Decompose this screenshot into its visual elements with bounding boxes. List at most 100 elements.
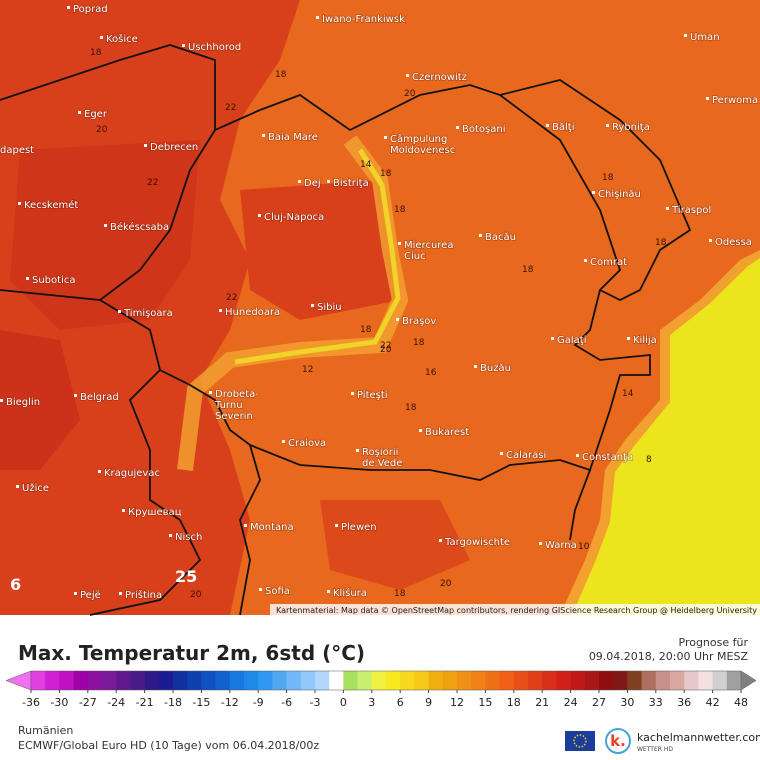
- model: ECMWF/Global Euro HD (10 Tage) vom 06.04…: [18, 739, 319, 752]
- city-marker: [74, 394, 77, 397]
- city-marker: [0, 399, 3, 402]
- city-marker: [479, 234, 482, 237]
- city-marker: [627, 337, 630, 340]
- legend-tick-label: -30: [50, 696, 68, 709]
- legend-cell: [45, 671, 60, 690]
- city-marker: [419, 429, 422, 432]
- legend-tick-label: 21: [535, 696, 549, 709]
- city-marker: [118, 310, 121, 313]
- city-label: Drobeta-: [215, 389, 259, 400]
- city-label: Warna: [545, 540, 577, 551]
- eu-flag: [565, 731, 595, 751]
- legend-cell: [59, 671, 74, 690]
- city-marker: [327, 180, 330, 183]
- isotherm-label: 18: [522, 265, 534, 275]
- city-label: Roşiorii: [362, 447, 398, 458]
- city-label: Baia Mare: [268, 132, 318, 143]
- legend-tick-label: 6: [397, 696, 404, 709]
- legend-cell: [315, 671, 330, 690]
- city-label: Kliśura: [333, 587, 367, 599]
- legend-cell: [229, 671, 245, 690]
- city-label: Hunedoara: [225, 307, 280, 318]
- legend-tick-label: -24: [107, 696, 125, 709]
- city-label: Galaţi: [557, 335, 586, 346]
- isotherm-label: 18: [380, 169, 392, 179]
- city-marker: [262, 134, 265, 137]
- isotherm-label: 18: [405, 403, 417, 413]
- legend-frame: [30, 670, 742, 691]
- legend-cell: [655, 671, 671, 690]
- city-marker: [500, 452, 503, 455]
- city-label: Braşov: [402, 316, 436, 327]
- legend-cell: [357, 671, 373, 690]
- city-marker: [244, 524, 247, 527]
- city-label: Iwano-Frankiwsk: [322, 14, 405, 25]
- legend-cell: [698, 671, 713, 690]
- city-label: Bistriţa: [333, 178, 369, 189]
- city-marker: [104, 224, 107, 227]
- city-label: Cluj-Napoca: [264, 212, 324, 223]
- legend-tick-label: 33: [649, 696, 663, 709]
- city-marker: [706, 97, 709, 100]
- legend-tick-label: 12: [450, 696, 464, 709]
- legend-cell: [201, 671, 216, 690]
- brand-sub: WETTER HD: [637, 746, 673, 753]
- isotherm-label: 16: [425, 368, 437, 378]
- region: Rumänien: [18, 724, 73, 737]
- isotherm-label: 22: [226, 293, 237, 303]
- city-label: Craiova: [288, 438, 326, 449]
- city-label: Czernowitz: [412, 72, 467, 83]
- city-label: Câmpulung: [390, 133, 447, 145]
- city-marker: [351, 392, 354, 395]
- legend-tick-label: 48: [734, 696, 748, 709]
- legend-cell: [599, 671, 614, 690]
- legend-cell: [272, 671, 287, 690]
- city-marker: [709, 239, 712, 242]
- legend-cell: [144, 671, 160, 690]
- legend-tick-label: -6: [281, 696, 292, 709]
- legend-cell: [712, 671, 728, 690]
- city-label: Comrat: [590, 257, 627, 268]
- legend-tick-label: 15: [478, 696, 492, 709]
- city-label: Sofia: [265, 586, 290, 597]
- city-marker: [335, 524, 338, 527]
- city-label: Bacău: [485, 232, 516, 243]
- city-label: Calarasi: [506, 450, 546, 461]
- legend-tick-label: 0: [340, 696, 347, 709]
- city-label: Sibiu: [317, 302, 342, 313]
- legend-cell: [513, 671, 529, 690]
- legend-tick-label: -3: [310, 696, 321, 709]
- legend-cell: [542, 671, 557, 690]
- legend-tick-label: 18: [507, 696, 521, 709]
- city-label: Subotica: [32, 275, 75, 286]
- map-labels: Poprad Košice Uschhorod Iwano-Frankiwsk Uman…: [0, 3, 759, 602]
- legend-cell: [613, 671, 628, 690]
- city-marker: [182, 44, 185, 47]
- isotherm-label: 18: [602, 173, 614, 183]
- legend-cell: [485, 671, 500, 690]
- city-label: Kilija: [633, 335, 657, 346]
- legend-cell: [329, 671, 344, 690]
- city-label: Belgrad: [80, 392, 119, 403]
- map-background: [0, 0, 760, 615]
- city-marker: [456, 126, 459, 129]
- legend-cell: [471, 671, 486, 690]
- city-marker: [67, 6, 70, 9]
- legend-cell: [173, 671, 188, 690]
- city-marker: [327, 590, 330, 593]
- legend-cell: [215, 671, 231, 690]
- city-label: Moldovenesc: [390, 145, 455, 156]
- brand: kachelmannwetter.com: [637, 731, 760, 744]
- isotherm-label: 22: [147, 178, 158, 188]
- city-marker: [258, 214, 261, 217]
- isotherm-label: 22: [225, 103, 236, 113]
- legend-cell: [414, 671, 429, 690]
- legend-cell: [31, 671, 46, 690]
- legend-tick-label: 30: [620, 696, 634, 709]
- city-marker: [592, 191, 595, 194]
- city-label: dapest: [0, 145, 34, 156]
- legend-cell: [641, 671, 657, 690]
- extreme-label: 6: [10, 575, 21, 594]
- legend-cell: [570, 671, 586, 690]
- city-label: Dej: [304, 178, 321, 189]
